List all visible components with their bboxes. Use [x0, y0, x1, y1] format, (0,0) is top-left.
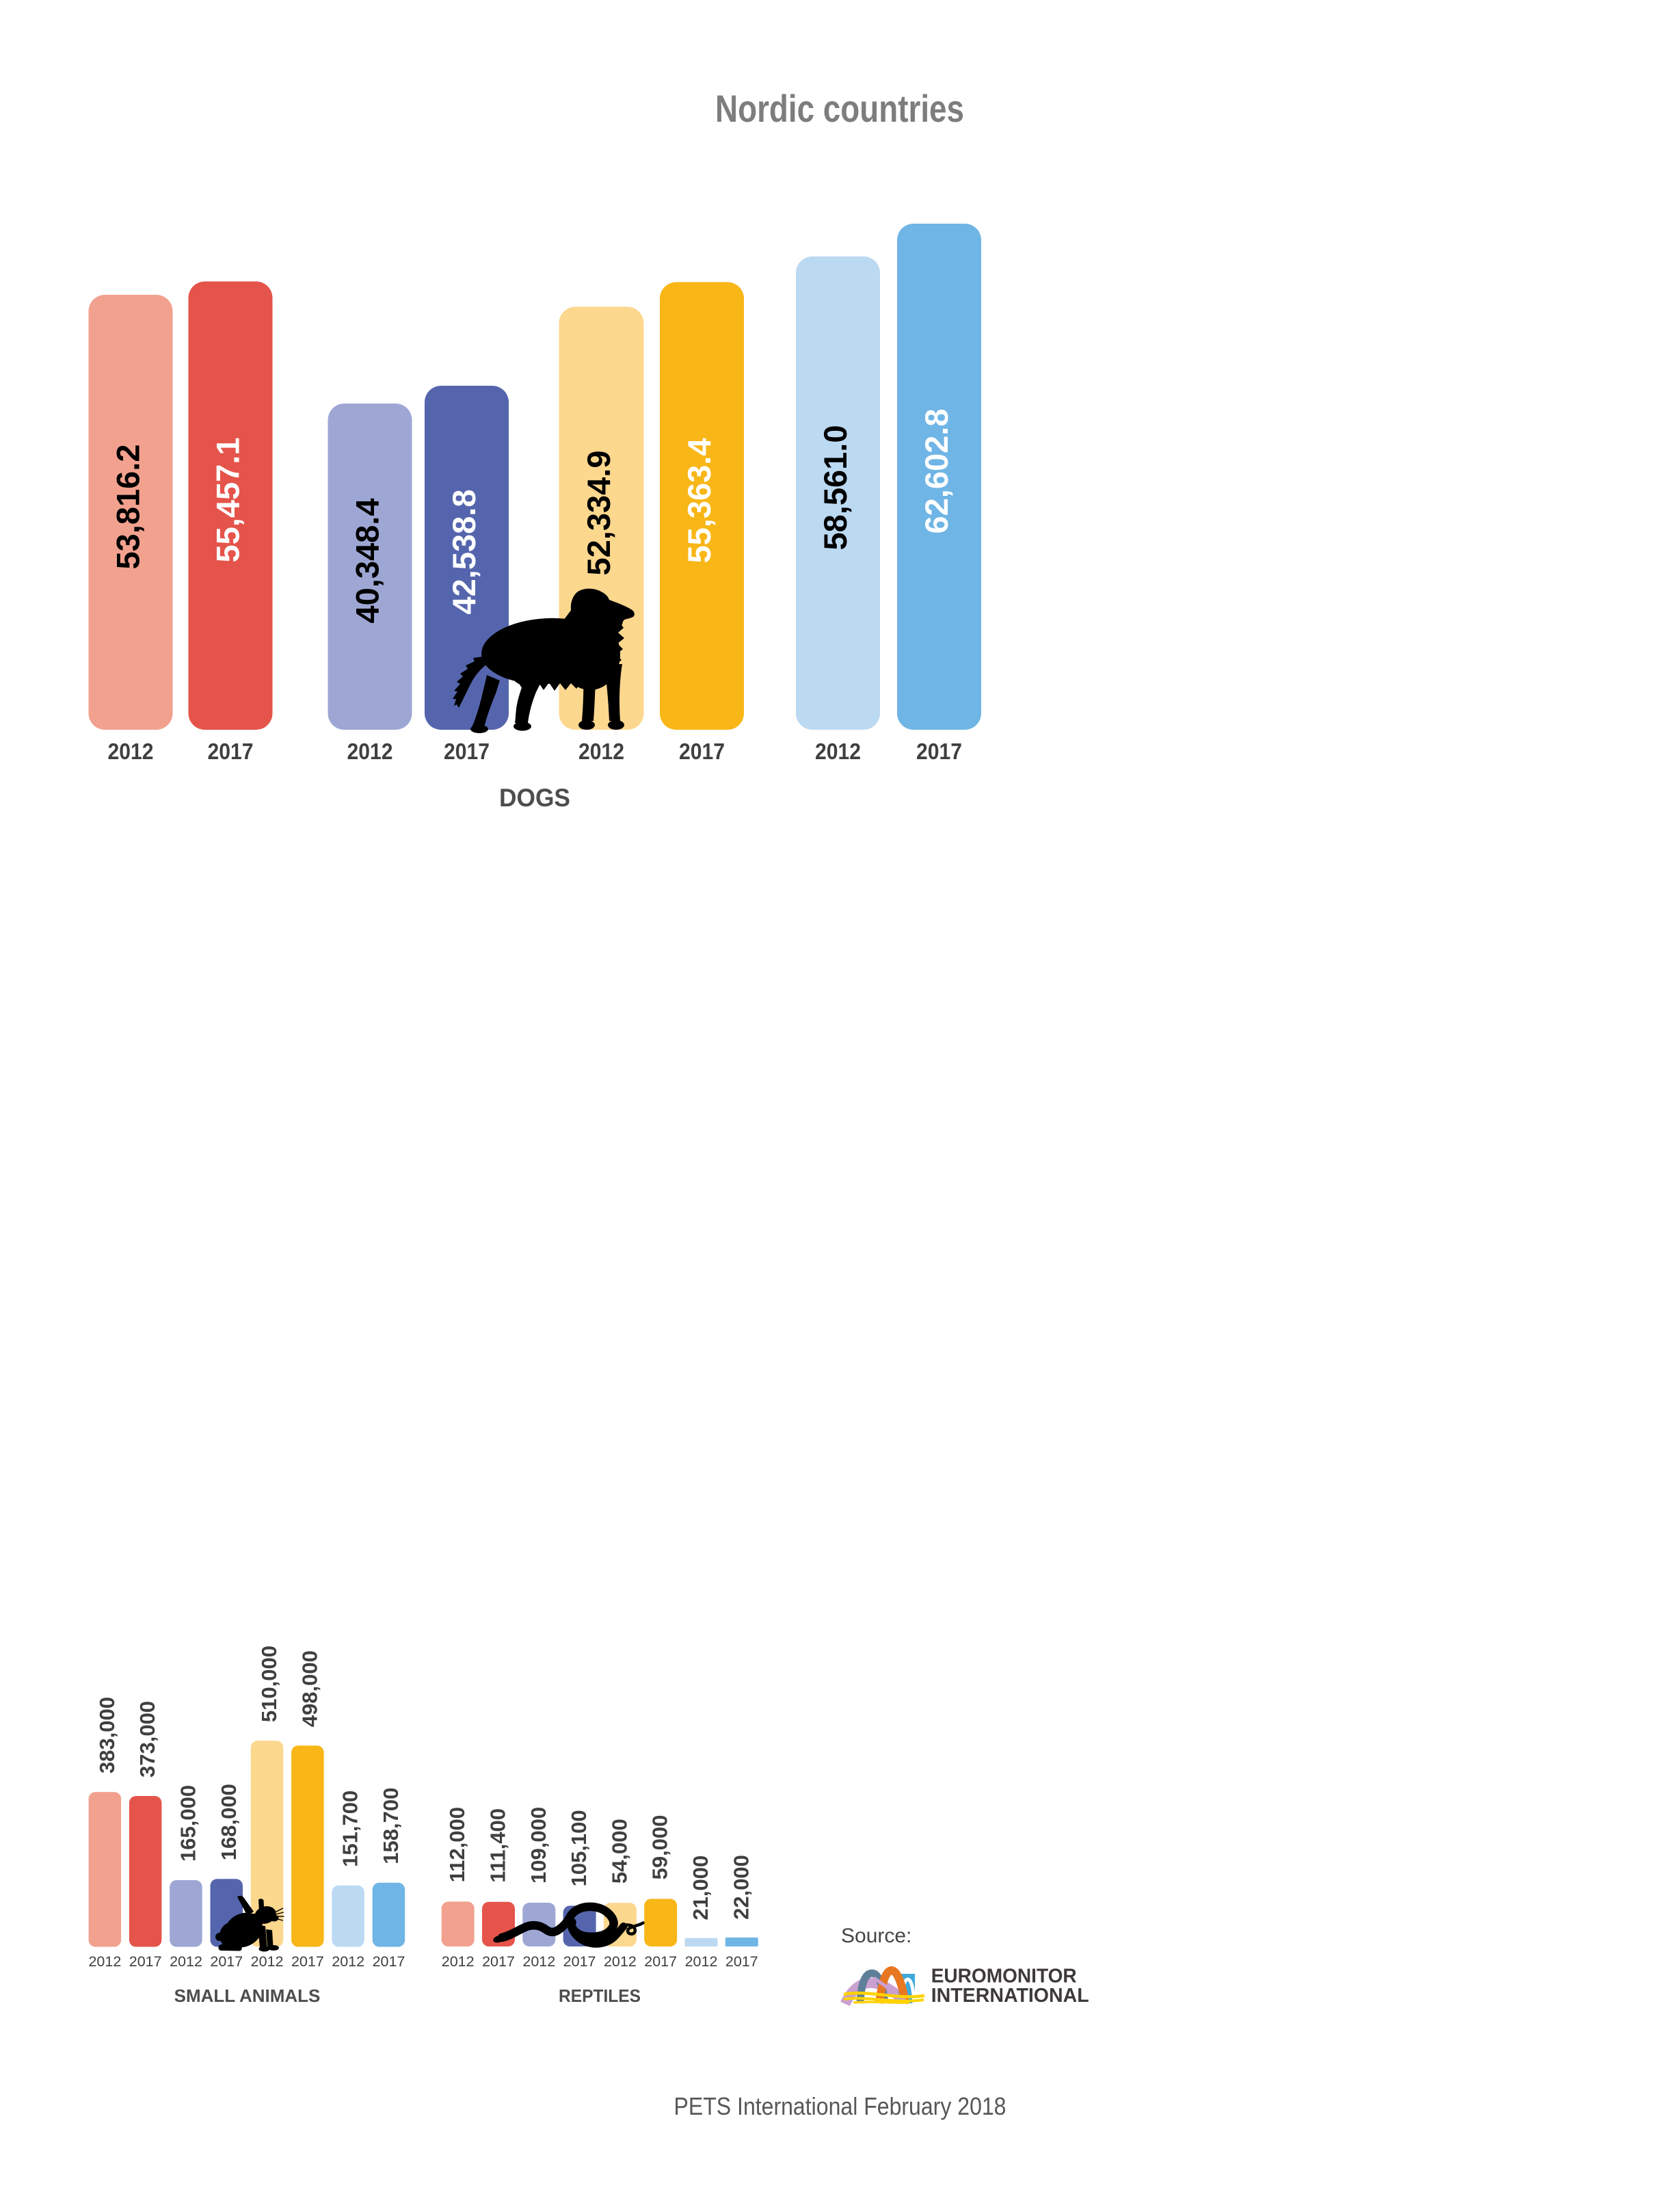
svg-text:2012: 2012	[251, 1953, 284, 1970]
svg-text:158,700: 158,700	[379, 1788, 403, 1864]
svg-text:2017: 2017	[210, 1953, 243, 1970]
svg-text:2012: 2012	[332, 1953, 364, 1970]
svg-text:2012: 2012	[88, 1953, 121, 1970]
svg-text:2017: 2017	[916, 739, 962, 764]
svg-text:2017: 2017	[291, 1953, 324, 1970]
svg-text:510,000: 510,000	[257, 1646, 281, 1722]
svg-text:2017: 2017	[679, 739, 725, 764]
svg-text:2012: 2012	[170, 1953, 202, 1970]
svg-text:105,100: 105,100	[567, 1810, 591, 1886]
svg-text:55,363.4: 55,363.4	[681, 438, 717, 564]
svg-text:2012: 2012	[108, 739, 154, 764]
svg-text:INTERNATIONAL: INTERNATIONAL	[931, 1985, 1089, 2007]
svg-text:2012: 2012	[815, 739, 861, 764]
svg-text:2012: 2012	[442, 1953, 475, 1970]
svg-text:53,816.2: 53,816.2	[110, 445, 146, 570]
svg-text:DOGS: DOGS	[499, 784, 570, 812]
svg-text:Nordic countries: Nordic countries	[715, 87, 964, 130]
svg-text:REPTILES: REPTILES	[559, 1985, 641, 2006]
svg-text:54,000: 54,000	[607, 1819, 631, 1884]
svg-text:383,000: 383,000	[95, 1697, 119, 1773]
svg-text:Source:: Source:	[841, 1925, 911, 1947]
svg-text:2017: 2017	[563, 1953, 596, 1970]
svg-text:21,000: 21,000	[689, 1856, 712, 1920]
svg-text:52,334.9: 52,334.9	[581, 451, 617, 576]
svg-text:2017: 2017	[208, 739, 254, 764]
svg-text:2017: 2017	[482, 1953, 515, 1970]
svg-text:2012: 2012	[347, 739, 393, 764]
svg-text:168,000: 168,000	[217, 1784, 241, 1860]
svg-text:2012: 2012	[685, 1953, 718, 1970]
svg-text:55,457.1: 55,457.1	[210, 438, 246, 563]
svg-text:2017: 2017	[644, 1953, 677, 1970]
svg-text:109,000: 109,000	[526, 1807, 550, 1884]
svg-text:58,561.0: 58,561.0	[817, 425, 853, 551]
svg-text:40,348.4: 40,348.4	[349, 499, 386, 624]
svg-text:112,000: 112,000	[445, 1807, 469, 1882]
svg-text:2012: 2012	[578, 739, 624, 764]
svg-text:2017: 2017	[725, 1953, 758, 1970]
svg-text:498,000: 498,000	[297, 1650, 321, 1727]
svg-text:151,700: 151,700	[338, 1791, 362, 1867]
svg-text:165,000: 165,000	[176, 1785, 200, 1862]
svg-text:2017: 2017	[444, 739, 490, 764]
svg-text:62,602.8: 62,602.8	[918, 409, 955, 534]
svg-text:42,538.8: 42,538.8	[446, 490, 482, 615]
svg-text:SMALL ANIMALS: SMALL ANIMALS	[174, 1985, 321, 2006]
svg-text:373,000: 373,000	[135, 1701, 159, 1778]
svg-text:59,000: 59,000	[648, 1815, 672, 1880]
svg-text:22,000: 22,000	[729, 1855, 753, 1920]
svg-text:2012: 2012	[604, 1953, 637, 1970]
svg-text:2017: 2017	[373, 1953, 405, 1970]
svg-text:EUROMONITOR: EUROMONITOR	[931, 1966, 1077, 1988]
svg-text:111,400: 111,400	[486, 1808, 510, 1883]
svg-text:PETS International February 20: PETS International February 2018	[674, 2092, 1006, 2120]
svg-text:2012: 2012	[522, 1953, 555, 1970]
svg-text:2017: 2017	[129, 1953, 162, 1970]
